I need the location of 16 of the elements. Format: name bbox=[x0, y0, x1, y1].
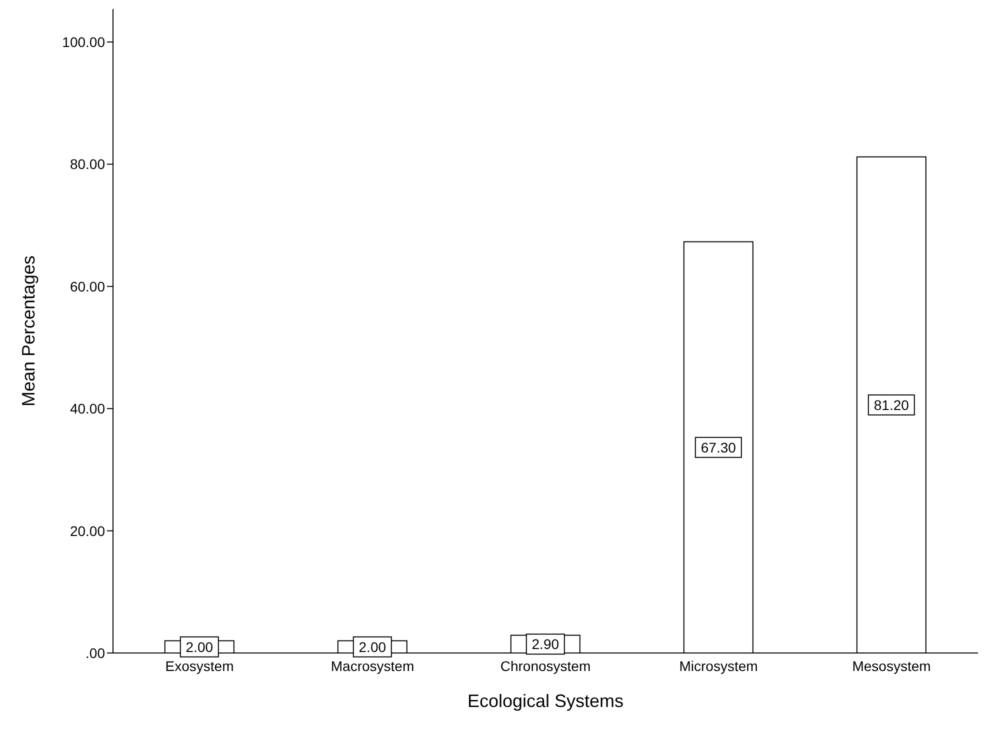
y-tick-label: 100.00 bbox=[62, 34, 106, 50]
x-tick-label: Chronosystem bbox=[500, 658, 591, 674]
x-tick-label: Microsystem bbox=[679, 658, 758, 674]
x-axis-title: Ecological Systems bbox=[467, 691, 624, 711]
y-tick-label: 40.00 bbox=[70, 400, 106, 417]
y-tick-label: 20.00 bbox=[70, 522, 106, 539]
data-label: 2.90 bbox=[532, 636, 560, 652]
y-tick-label: .00 bbox=[86, 644, 106, 661]
y-axis-title: Mean Percentages bbox=[18, 255, 38, 407]
x-tick-label: Exosystem bbox=[165, 658, 234, 674]
y-tick-label: 80.00 bbox=[70, 156, 106, 172]
data-label: 67.30 bbox=[700, 439, 736, 456]
x-tick-label: Macrosystem bbox=[330, 658, 414, 674]
x-tick-label: Mesosystem bbox=[852, 658, 931, 674]
y-tick-label: 60.00 bbox=[70, 278, 106, 294]
data-label: 81.20 bbox=[874, 396, 910, 413]
